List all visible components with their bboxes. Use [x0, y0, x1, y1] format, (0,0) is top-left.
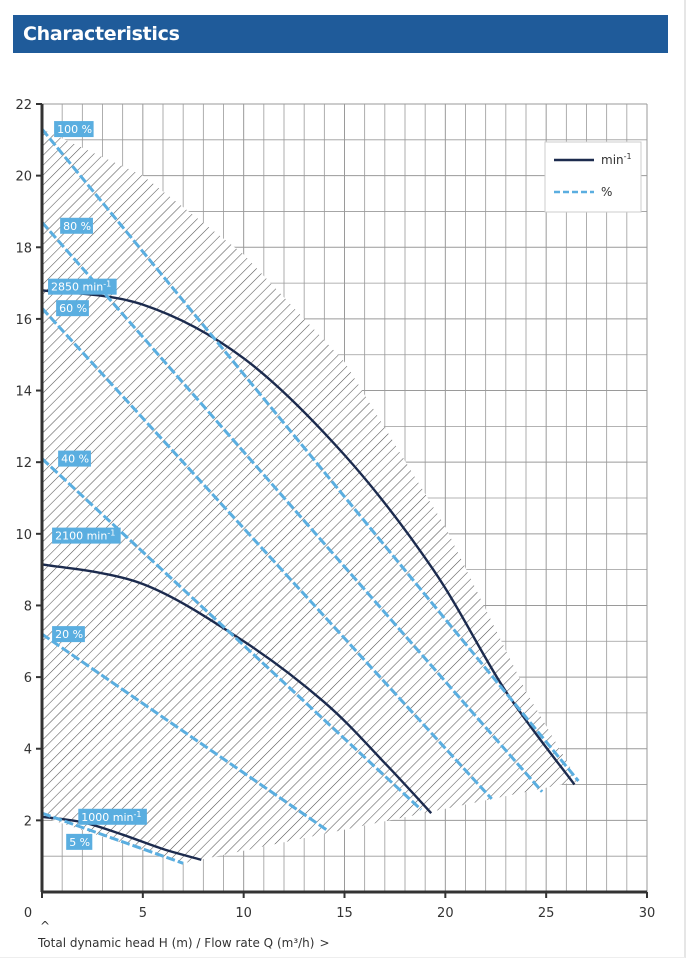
x-tick-label: 30 [639, 906, 656, 921]
efficiency-curve-80 [40, 221, 544, 793]
efficiency-curve-40 [40, 457, 423, 811]
curve-tag-box [60, 217, 93, 234]
y-tick-label: 4 [24, 743, 32, 758]
operating-area [42, 129, 579, 864]
y-tick-label: 8 [24, 599, 32, 614]
curve-tag-box [52, 527, 121, 544]
y-tick-label: 12 [15, 456, 32, 471]
curve-tag-label: 80 % [63, 220, 91, 233]
operating-area-hatch [42, 129, 579, 864]
x-axis-caption: ^ Total dynamic head H (m) / Flow rate Q… [37, 919, 330, 950]
curve-tag-box [56, 300, 89, 317]
speed-curve-1000-min [41, 815, 202, 861]
x-tick-label: 10 [235, 906, 252, 921]
curve-tag-label: 1000 min-1 [81, 810, 141, 824]
x-tick-label: 0 [24, 906, 32, 921]
y-tick-label: 20 [15, 170, 32, 185]
y-tick-label: 2 [24, 814, 32, 829]
legend-label: % [601, 185, 612, 199]
curve-tag-label: 5 % [69, 836, 90, 849]
x-tick-label: 25 [538, 906, 555, 921]
curve-tag-label: 100 % [57, 123, 92, 136]
efficiency-curve-20 [41, 632, 330, 833]
curve-tag-label: 2100 min-1 [55, 529, 115, 543]
curve-tag-box [48, 278, 117, 295]
x-axis-label: Total dynamic head H (m) / Flow rate Q (… [37, 936, 330, 950]
axes: 2 4 6 8 10 12 14 16 18 20 22 0 5 10 15 20 25 30 [15, 98, 655, 921]
y-tick-label: 14 [15, 385, 32, 400]
efficiency-curve-100 [40, 128, 580, 782]
curve-tag-label: 2850 min-1 [51, 280, 111, 294]
x-tick-label: 20 [437, 906, 454, 921]
y-tick-label: 16 [15, 313, 32, 328]
curve-tag-label: 60 % [59, 302, 87, 315]
efficiency-curve-5 [41, 811, 184, 865]
y-tick-label: 10 [15, 528, 32, 543]
y-tick-label: 22 [15, 98, 32, 113]
speed-curve-2100-min [41, 563, 433, 815]
section-title: Characteristics [23, 23, 180, 45]
curve-tag-label: 20 % [55, 628, 83, 641]
y-tick-label: 6 [24, 671, 32, 686]
legend: min-1% [544, 141, 642, 213]
x-axis-marker: ^ [40, 919, 50, 933]
curve-tag-box [52, 626, 85, 643]
x-tick-label: 5 [139, 906, 147, 921]
section-header: Characteristics [13, 15, 668, 53]
curve-tag-box [66, 833, 93, 850]
curve-tag-box [54, 121, 94, 138]
curve-tag-label: 40 % [61, 453, 89, 466]
series-group [40, 128, 580, 865]
curve-tags: 100 % 80 % 2850 min-1 60 % 40 % 2100 min-1 20 … [48, 121, 147, 850]
curve-tag-box [78, 808, 147, 825]
curve-tag-box [58, 450, 91, 467]
y-tick-label: 18 [15, 241, 32, 256]
efficiency-curve-60 [40, 307, 493, 800]
legend-box [544, 141, 642, 213]
x-tick-label: 15 [336, 906, 353, 921]
